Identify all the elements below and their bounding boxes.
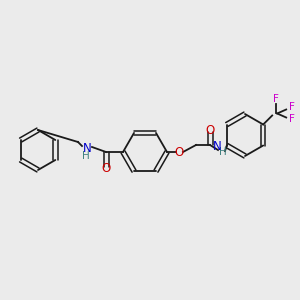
- Text: H: H: [82, 151, 90, 161]
- Text: F: F: [289, 103, 295, 112]
- Text: O: O: [101, 161, 111, 175]
- Text: O: O: [206, 124, 214, 137]
- Text: N: N: [82, 142, 91, 154]
- Text: F: F: [289, 115, 295, 124]
- Text: H: H: [219, 147, 227, 157]
- Text: O: O: [174, 146, 184, 158]
- Text: F: F: [273, 94, 279, 104]
- Text: N: N: [213, 140, 221, 154]
